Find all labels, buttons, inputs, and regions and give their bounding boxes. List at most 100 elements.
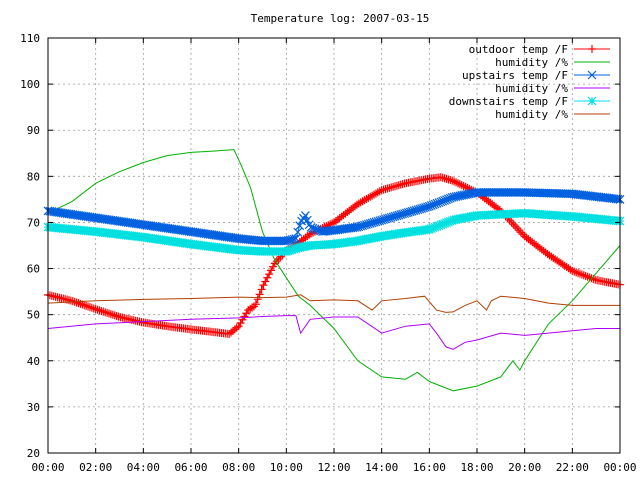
y-tick-label: 30 [27,401,40,414]
data-point [428,223,438,233]
data-point [85,303,94,312]
legend-item: upstairs temp /F [462,69,610,82]
data-point [455,180,464,189]
x-tick-label: 22:00 [556,461,589,474]
data-point [295,221,305,231]
x-tick-label: 08:00 [222,461,255,474]
y-tick-label: 90 [27,124,40,137]
data-point [84,302,93,311]
y-tick-label: 50 [27,309,40,322]
data-point [581,272,590,281]
legend-item: outdoor temp /F [469,43,610,56]
y-tick-label: 20 [27,447,40,460]
data-point [613,194,623,204]
legend-label: humidity /% [495,56,568,69]
y-tick-label: 110 [20,32,40,45]
data-point [263,273,272,282]
data-point [572,268,581,277]
data-point [566,265,575,274]
legend-item: humidity /% [495,82,610,95]
series-line [47,176,621,335]
data-point [87,303,96,312]
data-point [516,228,525,237]
data-point [302,215,312,225]
data-point [432,221,442,231]
axes: 00:00 02:00 04:00 06:00 08:00 10:00 12:00 14:00… [20,32,636,474]
data-point [259,281,268,290]
data-point [509,220,518,229]
data-point [461,182,470,191]
data-point [293,227,303,237]
legend-marker [587,70,597,80]
data-point [577,270,586,279]
data-point [452,178,461,187]
series-4 [47,315,620,350]
data-point [375,187,384,196]
data-point [91,305,100,314]
data-point [438,219,448,229]
data-point [513,224,522,233]
data-point [443,217,453,227]
series-2 [47,149,621,392]
data-point [251,300,260,309]
legend-item: humidity /% [495,108,610,121]
data-point [89,304,98,313]
data-point [570,267,579,276]
data-point [440,219,450,228]
x-tick-label: 14:00 [365,461,398,474]
data-point [450,177,459,186]
data-point [106,310,115,319]
legend-marker [587,96,597,106]
data-point [110,311,119,320]
data-point [511,222,520,231]
data-point [611,194,621,204]
x-tick-label: 20:00 [508,461,541,474]
data-point [453,179,462,188]
data-point [103,308,112,317]
data-point [80,301,89,310]
data-point [568,266,577,275]
series-6 [47,294,620,313]
data-point [457,181,466,190]
data-point [426,224,436,234]
data-point [424,224,434,234]
data-point [434,221,444,231]
data-point [72,298,81,307]
legend-marker [588,45,596,53]
legend-label: humidity /% [495,108,568,121]
x-tick-label: 12:00 [317,461,350,474]
data-point [248,303,257,312]
data-point [97,307,106,316]
legend-label: humidity /% [495,82,568,95]
y-tick-label: 40 [27,355,40,368]
data-point [68,297,77,306]
x-tick-label: 06:00 [174,461,207,474]
x-tick-label: 10:00 [270,461,303,474]
data-point [291,234,301,244]
data-point [93,305,102,314]
data-point [261,277,270,286]
legend-item: downstairs temp /F [449,95,610,108]
data-point [267,266,276,275]
legend-label: downstairs temp /F [449,95,568,108]
data-point [518,230,527,239]
series-layer [43,149,625,392]
data-point [112,312,121,321]
series-5 [43,208,625,256]
legend-label: upstairs temp /F [462,69,568,82]
data-point [583,272,592,281]
data-point [445,216,455,226]
data-point [101,308,110,317]
data-point [448,176,457,185]
x-tick-label: 02:00 [79,461,112,474]
data-point [459,182,468,191]
data-point [268,262,277,271]
data-point [108,310,117,319]
data-point [99,307,108,316]
y-tick-label: 70 [27,216,40,229]
x-tick-label: 04:00 [127,461,160,474]
data-point [575,269,584,278]
series-3 [43,188,625,246]
